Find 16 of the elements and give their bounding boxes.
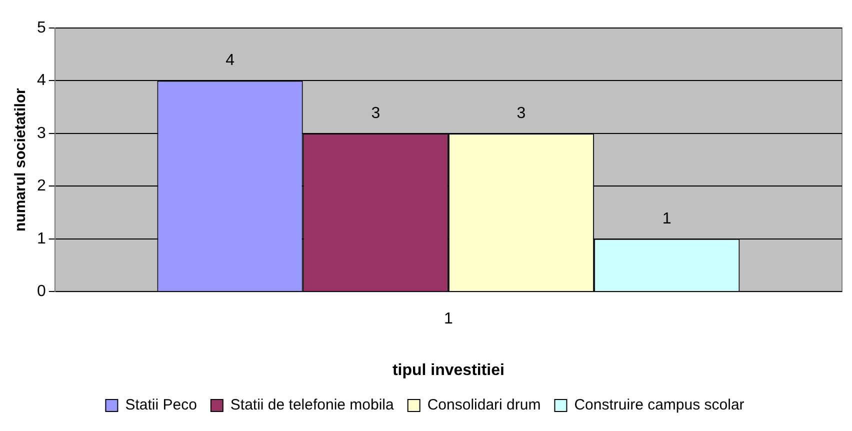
x-axis-title: tipul investitiei xyxy=(392,362,504,379)
legend-label: Consolidari drum xyxy=(427,396,541,414)
y-axis-title: numarul societatilor xyxy=(12,88,30,232)
data-label: 1 xyxy=(662,210,672,228)
data-label: 3 xyxy=(516,104,526,122)
y-tick-label: 5 xyxy=(36,19,46,36)
y-tick-label: 4 xyxy=(36,72,46,90)
data-label: 4 xyxy=(226,52,235,70)
legend-label: Statii Peco xyxy=(125,396,197,414)
y-tick-label: 1 xyxy=(36,230,46,248)
y-tick-label: 3 xyxy=(36,124,46,142)
y-tick-label: 0 xyxy=(36,283,46,300)
legend-label: Construire campus scolar xyxy=(574,396,744,414)
data-label: 3 xyxy=(371,104,380,122)
legend-label: Statii de telefonie mobila xyxy=(230,396,395,414)
y-tick-label: 2 xyxy=(36,178,46,195)
